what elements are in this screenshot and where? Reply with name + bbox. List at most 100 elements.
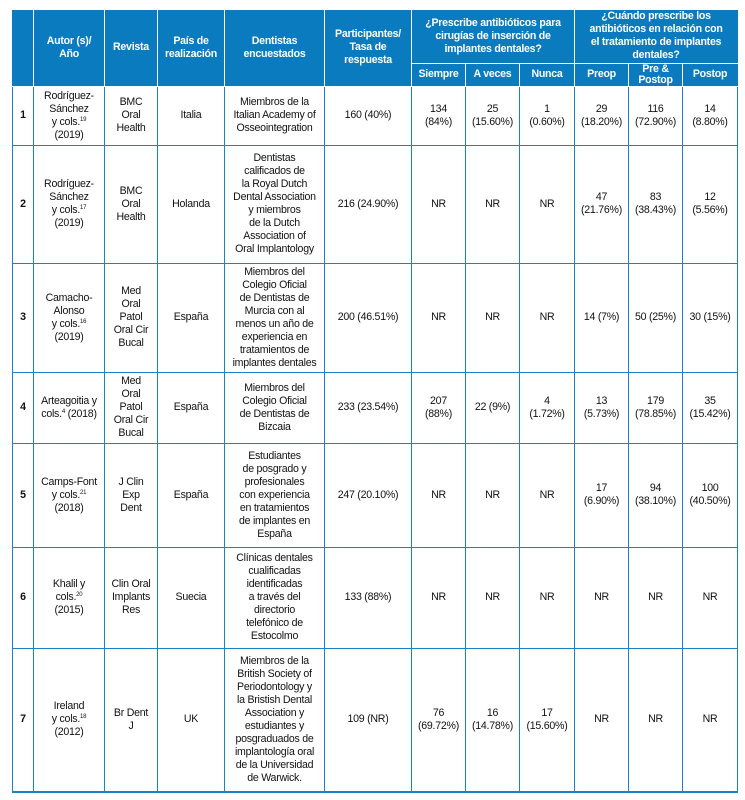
author-year: (2019): [54, 128, 84, 141]
dentists-cell: Miembros de la Italian Academy of Osseoi…: [224, 85, 325, 146]
header-dentists: Dentistas encuestados: [224, 10, 325, 87]
postop-cell: 100 (40.50%): [682, 442, 739, 548]
dentists-cell: Miembros del Colegio Oficial de Dentista…: [224, 262, 325, 373]
table-row: 7 Ireland y cols.18 (2012) Br Dent J UK Miem…: [12, 647, 739, 793]
row-number: 4: [12, 371, 34, 444]
reference-number: 18: [80, 714, 87, 721]
prepostop-cell: 94 (38.10%): [628, 442, 684, 548]
postop-cell: 30 (15%): [682, 262, 739, 373]
row-number: 2: [12, 144, 34, 264]
dentists-cell: Miembros del Colegio Oficial de Dentista…: [224, 371, 325, 444]
country-cell: Suecia: [157, 546, 225, 649]
aveces-cell: NR: [465, 144, 520, 264]
siempre-cell: 207 (88%): [411, 371, 466, 444]
postop-cell: NR: [682, 647, 739, 793]
journal-cell: Clin Oral Implants Res: [104, 546, 158, 649]
author-cell: Ireland y cols.18 (2012): [33, 647, 105, 793]
row-number: 7: [12, 647, 34, 793]
dentists-cell: Miembros de la British Society of Period…: [224, 647, 325, 793]
preop-cell: 14 (7%): [574, 262, 630, 373]
postop-cell: 14 (8.80%): [682, 85, 739, 146]
table-row: 1 Rodríguez- Sánchez y cols.19 (2019) BMC …: [12, 85, 739, 146]
author-name: Camps-Font y cols.: [41, 475, 97, 501]
author-cell: Arteagoitia y cols.4 (2018): [33, 371, 105, 444]
dentists-cell: Dentistas calificados de la Royal Dutch …: [224, 144, 325, 264]
header-number: [12, 10, 34, 87]
postop-cell: 35 (15.42%): [682, 371, 739, 444]
header-journal: Revista: [104, 10, 158, 87]
siempre-cell: 76 (69.72%): [411, 647, 466, 793]
table-row: 4 Arteagoitia y cols.4 (2018) Med Oral Pat…: [12, 371, 739, 444]
reference-number: 17: [80, 205, 87, 211]
country-cell: Holanda: [157, 144, 225, 264]
siempre-cell: 134 (84%): [411, 85, 466, 146]
postop-cell: 12 (5.56%): [682, 144, 739, 264]
author-year: (2012): [54, 726, 84, 739]
nunca-cell: 1 (0.60%): [518, 85, 576, 146]
participants-cell: 133 (88%): [324, 546, 412, 649]
row-number: 6: [12, 546, 34, 649]
header-prescribe-question: ¿Prescribe antibióticos para cirugías de…: [410, 10, 576, 64]
header-participants: Participantes/ Tasa de respuesta: [324, 10, 412, 87]
reference-number: 19: [80, 116, 87, 123]
journal-cell: BMC Oral Health: [104, 144, 158, 264]
preop-cell: NR: [574, 647, 630, 793]
table-row: 2 Rodríguez- Sánchez y cols.17 (2019) BMC …: [12, 144, 739, 264]
country-cell: España: [157, 442, 225, 548]
prepostop-cell: 83 (38.43%): [628, 144, 684, 264]
journal-cell: BMC Oral Health: [104, 85, 158, 146]
aveces-cell: 16 (14.78%): [465, 647, 520, 793]
author-cell: Camacho- Alonso y cols.16 (2019): [33, 262, 105, 373]
siempre-cell: NR: [411, 144, 466, 264]
reference-number: 20: [76, 592, 83, 598]
participants-cell: 109 (NR): [324, 647, 412, 793]
postop-cell: NR: [682, 546, 739, 649]
siempre-cell: NR: [411, 546, 466, 649]
reference-number: 4: [61, 408, 65, 415]
row-number: 1: [12, 85, 34, 146]
author-name: Ireland y cols.: [51, 700, 85, 726]
journal-cell: Br Dent J: [104, 647, 158, 793]
table-row: 3 Camacho- Alonso y cols.16 (2019) Med Ora…: [12, 262, 739, 373]
prepostop-cell: 50 (25%): [628, 262, 684, 373]
header-aveces: A veces: [465, 62, 520, 87]
journal-cell: Med Oral Patol Oral Cir Bucal: [104, 371, 158, 444]
dentists-cell: Estudiantes de posgrado y profesionales …: [224, 442, 325, 548]
author-cell: Rodríguez- Sánchez y cols.19 (2019): [33, 85, 105, 146]
preop-cell: 29 (18.20%): [574, 85, 630, 146]
header-siempre: Siempre: [411, 62, 466, 87]
preop-cell: NR: [574, 546, 630, 649]
prepostop-cell: NR: [628, 647, 684, 793]
author-year: (2019): [54, 217, 84, 229]
aveces-cell: NR: [465, 546, 520, 649]
journal-cell: J Clin Exp Dent: [104, 442, 158, 548]
participants-cell: 247 (20.10%): [324, 442, 412, 548]
row-number: 5: [12, 442, 34, 548]
author-name: Rodríguez- Sánchez y cols.: [44, 89, 94, 128]
author-year: (2018): [54, 501, 84, 514]
header-when-question: ¿Cuándo prescribe los antibióticos en re…: [574, 10, 739, 64]
prepostop-cell: 116 (72.90%): [628, 85, 684, 146]
nunca-cell: NR: [518, 442, 576, 548]
author-cell: Rodríguez- Sánchez y cols.17 (2019): [33, 144, 105, 264]
participants-cell: 233 (23.54%): [324, 371, 412, 444]
preop-cell: 17 (6.90%): [574, 442, 630, 548]
table-row: 6 Khalil y cols.20 (2015) Clin Oral Implan…: [12, 546, 739, 649]
author-cell: Khalil y cols.20 (2015): [33, 546, 105, 649]
header-country: País de realización: [157, 10, 225, 87]
nunca-cell: NR: [518, 546, 576, 649]
header-preop: Preop: [574, 62, 630, 87]
participants-cell: 216 (24.90%): [324, 144, 412, 264]
author-year: (2015): [54, 604, 84, 616]
country-cell: España: [157, 262, 225, 373]
journal-cell: Med Oral Patol Oral Cir Bucal: [104, 262, 158, 373]
header-nunca: Nunca: [518, 62, 576, 87]
prepostop-cell: NR: [628, 546, 684, 649]
preop-cell: 13 (5.73%): [574, 371, 630, 444]
siempre-cell: NR: [411, 262, 466, 373]
preop-cell: 47 (21.76%): [574, 144, 630, 264]
aveces-cell: NR: [465, 262, 520, 373]
country-cell: UK: [157, 647, 225, 793]
country-cell: España: [157, 371, 225, 444]
nunca-cell: NR: [518, 262, 576, 373]
